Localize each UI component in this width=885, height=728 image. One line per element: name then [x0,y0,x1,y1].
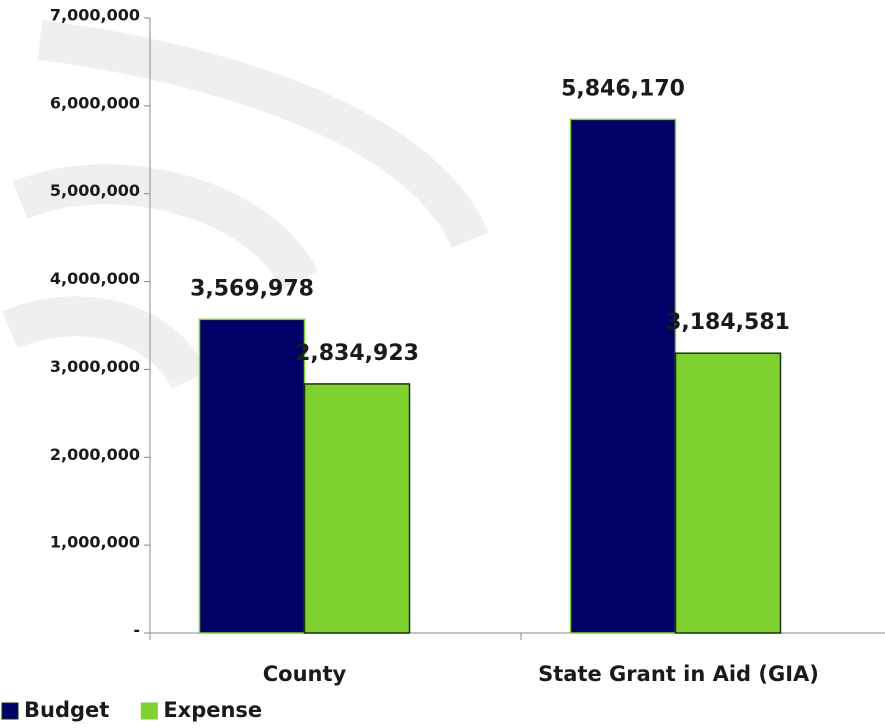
value-label: 3,184,581 [666,310,790,335]
value-label: 5,846,170 [561,76,685,101]
y-tick-label: - [133,621,140,640]
legend-swatch [1,702,19,720]
x-tick-label: County [263,662,347,686]
value-label: 2,834,923 [295,341,419,366]
x-tick-label: State Grant in Aid (GIA) [538,662,819,686]
legend-swatch [140,702,158,720]
y-tick-label: 5,000,000 [50,181,140,200]
legend-label: Expense [163,698,262,722]
y-tick-label: 2,000,000 [50,445,140,464]
background-ornament [2,20,489,390]
bar [674,352,782,634]
y-tick-label: 4,000,000 [50,269,140,288]
y-tick-label: 1,000,000 [50,533,140,552]
bar [569,118,677,634]
bar [198,318,306,634]
y-tick-label: 3,000,000 [50,357,140,376]
bar [303,383,411,634]
y-tick-label: 7,000,000 [50,6,140,25]
value-label: 3,569,978 [190,276,314,301]
y-tick-label: 6,000,000 [50,93,140,112]
legend-label: Budget [24,698,109,722]
